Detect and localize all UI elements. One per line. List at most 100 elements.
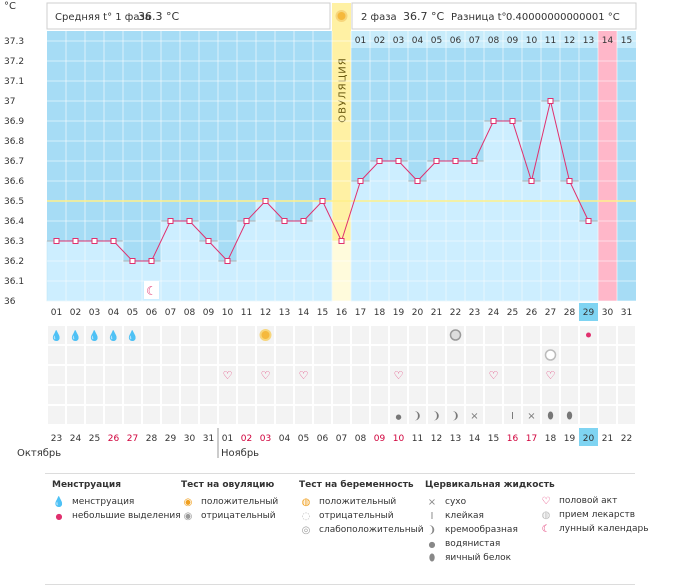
symptom-cell [257, 346, 274, 364]
symptom-cell [580, 346, 597, 364]
symptom-cell [333, 366, 350, 384]
legend-label: сухо [445, 497, 467, 507]
symptom-cell [48, 406, 65, 424]
date-label: 17 [526, 434, 537, 444]
cycle-day-highlight [579, 303, 598, 321]
pregnancy-test-icon [449, 329, 462, 341]
luteal-day-strip [351, 31, 636, 48]
cervical-fluid-sticky-icon: I [511, 411, 514, 422]
symptom-cell [523, 366, 540, 384]
cycle-day-label: 12 [260, 308, 271, 318]
symptom-cell [390, 326, 407, 344]
symptom-cell [162, 326, 179, 344]
symptom-cell [238, 406, 255, 424]
cervical-fluid-egg_white-icon: ⬮ [547, 411, 553, 422]
symptom-cell [504, 406, 521, 424]
symptom-cell [86, 346, 103, 364]
temp-point [91, 238, 98, 244]
date-label: 22 [621, 434, 632, 444]
symptom-cell [352, 326, 369, 344]
symptom-cell [181, 326, 198, 344]
symptom-cell [314, 406, 331, 424]
legend-label: кремообразная [445, 525, 518, 535]
legend-pregnancy-test: Тест на беременность ◍ положительный ◌ отр… [299, 480, 424, 537]
date-label: 09 [374, 434, 386, 444]
symptom-cell [143, 326, 160, 344]
symptom-cell [447, 406, 464, 424]
symptom-cell [466, 386, 483, 404]
symptom-cell [447, 366, 464, 384]
symptom-cell [219, 406, 236, 424]
legend-label: прием лекарств [559, 510, 636, 520]
heart-icon: ♡ [541, 495, 551, 507]
date-label: 29 [165, 434, 177, 444]
symptom-cell [238, 386, 255, 404]
luteal-day-label: 05 [431, 36, 442, 46]
symptom-cell [504, 366, 521, 384]
symptom-cell [466, 406, 483, 424]
heart-icon: ♡ [546, 369, 556, 382]
symptom-cell [67, 326, 84, 344]
symptom-cell [295, 346, 312, 364]
test-negative-icon: ◌ [301, 510, 311, 522]
symptom-cell [276, 346, 293, 364]
symptom-cell [466, 346, 483, 364]
cervical-fluid-dry-icon: × [470, 411, 478, 422]
date-label: 26 [108, 434, 120, 444]
drop-icon: 💧 [52, 496, 66, 508]
symptom-cell [409, 386, 426, 404]
symptom-cell [67, 346, 84, 364]
temp-point [148, 258, 155, 264]
luteal-day-label: 02 [374, 36, 385, 46]
temp-bar [255, 200, 276, 302]
symptom-cell [428, 326, 445, 344]
heart-icon: ♡ [223, 369, 233, 382]
symptom-cell [561, 366, 578, 384]
symptom-cell [618, 386, 635, 404]
date-label: 27 [127, 434, 138, 444]
symptom-cell [276, 406, 293, 424]
symptom-cell [447, 386, 464, 404]
symptom-cell [295, 326, 312, 344]
symptom-cell [257, 366, 274, 384]
temp-point [547, 98, 554, 104]
date-label: 15 [488, 434, 499, 444]
moon-icon: ☾ [541, 523, 551, 535]
luteal-day-label: 01 [355, 36, 366, 46]
highlight-column [598, 31, 617, 301]
symptom-cell [67, 406, 84, 424]
pill-icon: ◍ [541, 509, 551, 521]
symptom-cell [485, 386, 502, 404]
moon-box [144, 281, 159, 299]
heart-icon: ♡ [299, 369, 309, 382]
date-label: 28 [146, 434, 158, 444]
temp-point [53, 238, 60, 244]
symptom-cell [257, 406, 274, 424]
menstruation-icon: 💧 [50, 329, 62, 342]
symptom-cell [352, 346, 369, 364]
symptom-cell [162, 366, 179, 384]
cervical-fluid-creamy-icon: ❩ [432, 411, 440, 422]
cycle-day-label: 03 [89, 308, 100, 318]
temp-point [376, 158, 383, 164]
symptom-cell [181, 386, 198, 404]
y-tick-label: 36.3 [4, 237, 24, 247]
symptom-cell [105, 326, 122, 344]
symptom-cell [238, 366, 255, 384]
symptom-cell [67, 366, 84, 384]
date-label: 11 [412, 434, 423, 444]
date-label: 23 [51, 434, 62, 444]
date-label: 24 [70, 434, 82, 444]
symptom-cell [48, 326, 65, 344]
cycle-day-label: 08 [184, 308, 196, 318]
symptom-cell [200, 366, 217, 384]
temp-point [243, 218, 250, 224]
luteal-day-label: 03 [393, 36, 404, 46]
menstruation-icon: 💧 [107, 329, 119, 342]
temp-bar [445, 160, 466, 302]
temp-point [357, 178, 364, 184]
date-label: 21 [602, 434, 613, 444]
legend-label: лунный календарь [559, 524, 649, 534]
cycle-day-label: 30 [602, 308, 614, 318]
symptom-cell [333, 406, 350, 424]
